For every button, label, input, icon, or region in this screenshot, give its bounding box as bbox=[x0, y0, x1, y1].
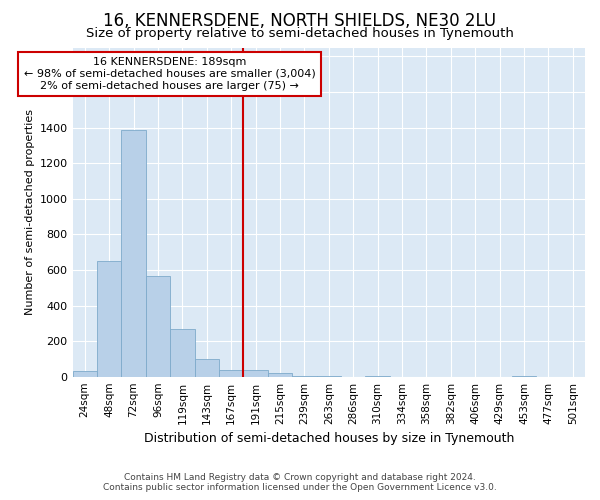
Bar bbox=[121, 130, 146, 376]
Bar bbox=[97, 261, 121, 376]
Text: Size of property relative to semi-detached houses in Tynemouth: Size of property relative to semi-detach… bbox=[86, 28, 514, 40]
Bar bbox=[219, 370, 244, 376]
Text: 16 KENNERSDENE: 189sqm
← 98% of semi-detached houses are smaller (3,004)
2% of s: 16 KENNERSDENE: 189sqm ← 98% of semi-det… bbox=[24, 58, 316, 90]
Bar bbox=[146, 276, 170, 376]
Bar bbox=[73, 372, 97, 376]
Bar bbox=[170, 328, 194, 376]
Bar bbox=[268, 373, 292, 376]
Y-axis label: Number of semi-detached properties: Number of semi-detached properties bbox=[25, 109, 35, 315]
Text: Contains HM Land Registry data © Crown copyright and database right 2024.
Contai: Contains HM Land Registry data © Crown c… bbox=[103, 473, 497, 492]
Bar bbox=[194, 359, 219, 376]
X-axis label: Distribution of semi-detached houses by size in Tynemouth: Distribution of semi-detached houses by … bbox=[143, 432, 514, 445]
Bar bbox=[244, 370, 268, 376]
Text: 16, KENNERSDENE, NORTH SHIELDS, NE30 2LU: 16, KENNERSDENE, NORTH SHIELDS, NE30 2LU bbox=[103, 12, 497, 30]
